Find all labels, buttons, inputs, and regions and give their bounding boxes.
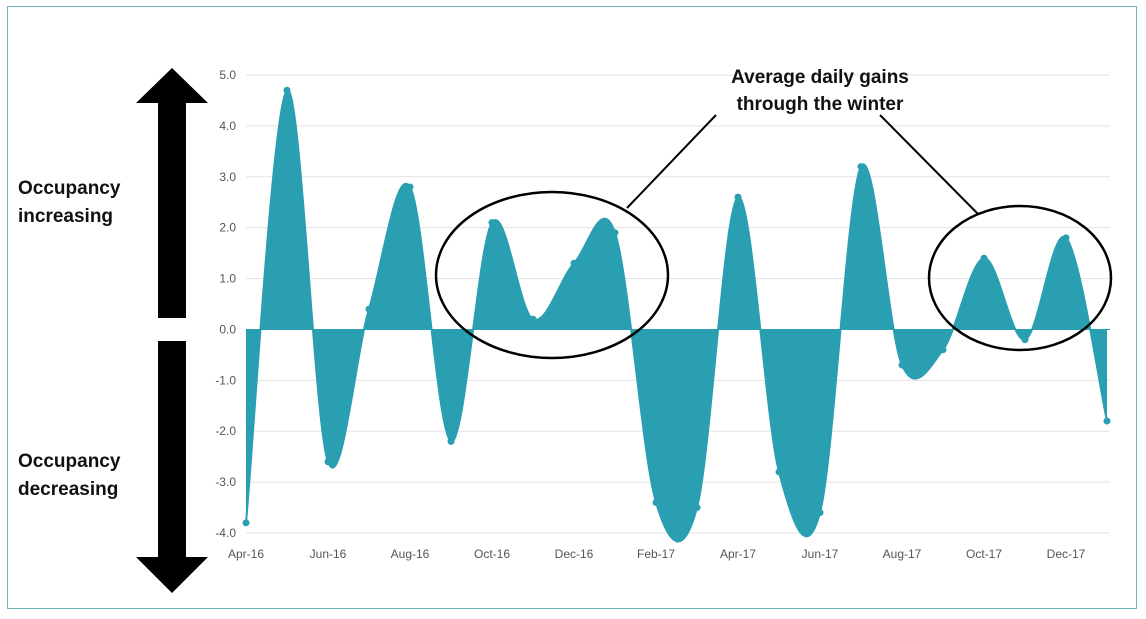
y-tick-label: -2.0 xyxy=(215,424,236,438)
data-point xyxy=(816,509,824,517)
y-tick-label: -3.0 xyxy=(215,475,236,489)
data-point xyxy=(693,504,701,512)
x-tick-label: Dec-17 xyxy=(1047,547,1086,561)
y-axis-ticks: 5.0 4.0 3.0 2.0 1.0 0.0 -1.0 -2.0 -3.0 -4.0 xyxy=(215,68,236,540)
data-point xyxy=(324,458,332,466)
data-point xyxy=(406,183,414,191)
occupancy-increasing-label: Occupancy increasing xyxy=(18,175,120,231)
x-tick-label: Feb-17 xyxy=(637,547,675,561)
data-point xyxy=(365,305,373,313)
y-tick-label: -1.0 xyxy=(215,373,236,387)
x-tick-label: Dec-16 xyxy=(555,547,594,561)
y-tick-label: 1.0 xyxy=(219,272,236,286)
annotation-line-1: Average daily gains xyxy=(731,67,909,88)
occupancy-decreasing-line-1: Occupancy xyxy=(18,451,121,472)
y-tick-label: -4.0 xyxy=(215,526,236,540)
x-tick-label: Jun-16 xyxy=(310,547,347,561)
highlight-circle-winter-2017 xyxy=(927,204,1113,352)
annotation-line-2: through the winter xyxy=(736,94,904,115)
data-point xyxy=(1103,417,1111,425)
data-point xyxy=(898,361,906,369)
up-arrow-icon xyxy=(136,68,208,318)
highlight-circle-winter-2016 xyxy=(434,190,670,360)
occupancy-increasing-line-1: Occupancy xyxy=(18,178,121,199)
data-point xyxy=(652,498,660,506)
data-point xyxy=(939,346,947,354)
y-tick-label: 0.0 xyxy=(219,322,236,336)
data-point xyxy=(283,86,291,94)
data-point xyxy=(775,468,783,476)
down-arrow-icon xyxy=(136,341,208,593)
winter-gains-annotation: Average daily gains through the winter xyxy=(700,64,940,118)
x-tick-label: Oct-17 xyxy=(966,547,1002,561)
x-tick-label: Jun-17 xyxy=(802,547,839,561)
x-tick-label: Apr-17 xyxy=(720,547,756,561)
data-points xyxy=(242,86,1111,527)
area-series xyxy=(245,89,1110,543)
y-tick-label: 3.0 xyxy=(219,170,236,184)
chart-frame xyxy=(7,6,1137,609)
occupancy-increasing-line-2: increasing xyxy=(18,206,114,227)
data-point xyxy=(529,315,537,323)
data-point xyxy=(734,193,742,201)
data-point xyxy=(488,219,496,227)
x-tick-label: Aug-17 xyxy=(883,547,922,561)
data-point xyxy=(242,519,250,527)
x-axis-ticks: Apr-16 Jun-16 Aug-16 Oct-16 Dec-16 Feb-17 Apr-… xyxy=(228,547,1086,561)
data-point xyxy=(980,254,988,262)
data-point xyxy=(570,259,578,267)
data-point xyxy=(611,229,619,237)
x-tick-label: Apr-16 xyxy=(228,547,264,561)
data-point xyxy=(1062,234,1070,242)
y-tick-label: 5.0 xyxy=(219,68,236,82)
data-point xyxy=(1021,336,1029,344)
series-area-fill xyxy=(246,90,1107,542)
occupancy-decreasing-label: Occupancy decreasing xyxy=(18,448,120,504)
data-point xyxy=(857,163,865,171)
annotation-pointer-right xyxy=(879,114,979,215)
annotation-pointer-left xyxy=(626,114,717,209)
y-tick-label: 4.0 xyxy=(219,119,236,133)
data-point xyxy=(447,437,455,445)
occupancy-decreasing-line-2: decreasing xyxy=(18,479,119,500)
x-tick-label: Oct-16 xyxy=(474,547,510,561)
x-tick-label: Aug-16 xyxy=(391,547,430,561)
y-tick-label: 2.0 xyxy=(219,221,236,235)
